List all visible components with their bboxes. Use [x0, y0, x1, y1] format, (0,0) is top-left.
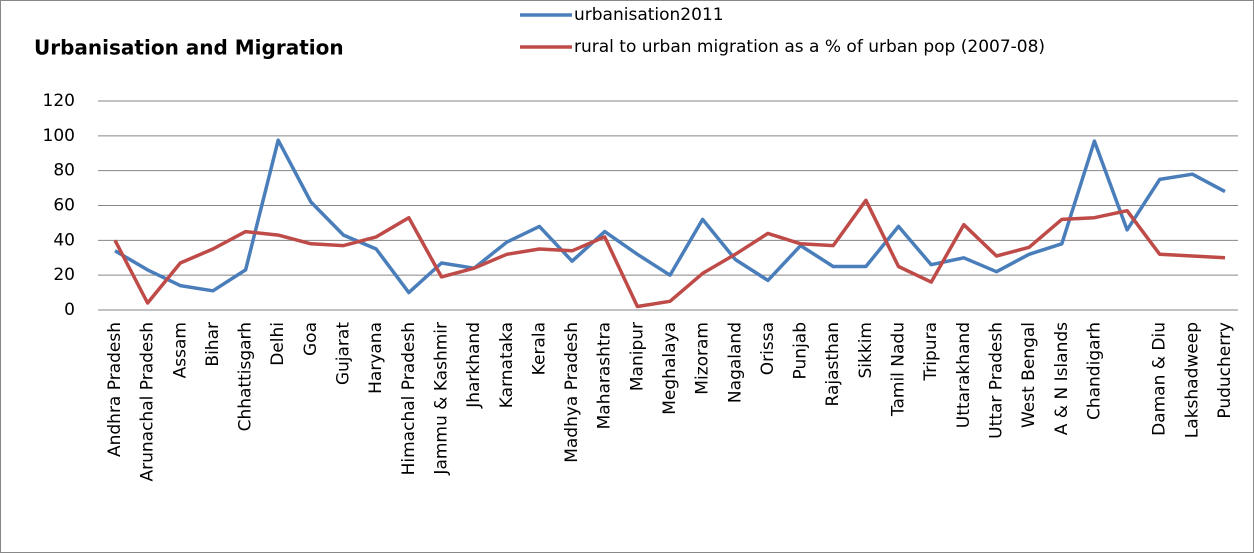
y-tick-label: 100 [43, 126, 75, 146]
x-tick-label: Uttar Pradesh [986, 322, 1006, 439]
x-tick-label: Orissa [758, 322, 778, 375]
x-tick-label: Tripura [921, 322, 941, 382]
x-tick-label: Madhya Pradesh [562, 322, 582, 463]
y-tick-label: 20 [53, 265, 75, 285]
x-tick-label: Delhi [268, 322, 288, 366]
x-tick-label: Gujarat [334, 322, 354, 385]
x-tick-label: Haryana [366, 322, 386, 394]
legend-label: urbanisation2011 [574, 5, 724, 25]
x-tick-label: Kerala [529, 322, 549, 375]
chart-title: Urbanisation and Migration [34, 36, 344, 60]
x-tick-label: Rajasthan [823, 322, 843, 407]
x-tick-label: A & N Islands [1052, 322, 1072, 435]
legend: urbanisation2011 rural to urban migration… [520, 5, 1045, 57]
y-tick-label: 40 [53, 230, 75, 250]
x-tick-label: Mizoram [693, 322, 713, 395]
x-tick-label: Assam [170, 322, 190, 378]
x-tick-label: Arunachal Pradesh [138, 322, 158, 482]
y-tick-label: 60 [53, 196, 75, 216]
x-tick-label: Bihar [203, 322, 223, 367]
x-tick-label: Jammu & Kashmir [431, 322, 451, 476]
x-tick-label: Meghalaya [660, 322, 680, 415]
x-tick-label: Punjab [791, 322, 811, 379]
x-tick-label: Daman & Diu [1150, 322, 1170, 436]
x-tick-label: Chandigarh [1084, 322, 1104, 420]
x-tick-label: Lakshadweep [1182, 322, 1202, 438]
x-tick-label: Sikkim [856, 322, 876, 379]
x-tick-label: Maharashtra [595, 322, 615, 429]
x-tick-label: Goa [301, 322, 321, 356]
series-line [114, 138, 1226, 295]
series-line [113, 198, 1226, 309]
x-tick-label: Manipur [627, 322, 647, 391]
y-tick-label: 0 [64, 300, 75, 320]
x-tick-label: Tamil Nadu [889, 322, 909, 417]
y-tick-label: 80 [53, 161, 75, 181]
legend-label: rural to urban migration as a % of urban… [574, 37, 1045, 57]
x-tick-label: Jharkhand [464, 322, 484, 409]
y-tick-label: 120 [43, 91, 75, 111]
x-tick-label: Puducherry [1215, 322, 1235, 419]
x-tick-label: Nagaland [725, 322, 745, 403]
x-tick-label: Chhattisgarh [236, 322, 256, 431]
x-tick-label: Himachal Pradesh [399, 322, 419, 475]
x-tick-label: Karnataka [497, 322, 517, 408]
x-tick-label: Uttarakhand [954, 322, 974, 428]
x-tick-label: West Bengal [1019, 322, 1039, 428]
x-tick-label: Andhra Pradesh [105, 322, 125, 457]
